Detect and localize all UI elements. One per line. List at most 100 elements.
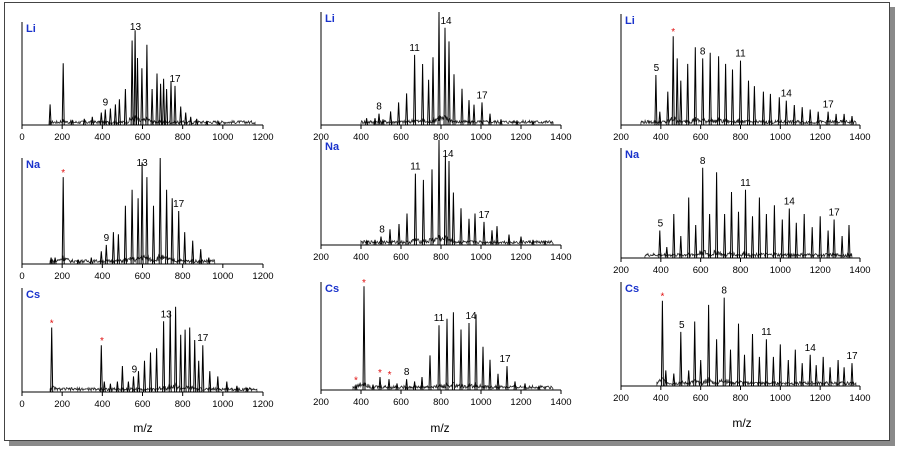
peak [467, 322, 471, 391]
x-tick-label: 1000 [770, 393, 791, 404]
peak [488, 359, 492, 391]
peak [165, 88, 169, 126]
baseline-trace [352, 381, 554, 391]
peak [395, 383, 399, 391]
x-tick-label: 1200 [252, 399, 273, 410]
peak [235, 385, 239, 393]
peak [447, 41, 451, 126]
peak [490, 230, 494, 246]
peak [679, 235, 683, 259]
peak [162, 78, 166, 126]
x-tick-label: 200 [313, 252, 329, 263]
x-tick-label: 400 [94, 399, 110, 410]
peak [99, 112, 103, 126]
red-star-marker: * [362, 278, 366, 289]
peak [82, 118, 86, 126]
peak [737, 323, 740, 387]
peak [447, 160, 451, 246]
x-tick-label: 1000 [470, 132, 491, 143]
peak [808, 354, 812, 387]
peak [523, 383, 527, 391]
peak [136, 198, 140, 265]
peak [701, 167, 705, 259]
peak [208, 371, 212, 393]
peak [389, 111, 393, 126]
peak [108, 383, 112, 393]
x-tick-label: 1000 [470, 397, 491, 408]
peak [53, 257, 57, 265]
cluster-size-label: 11 [735, 49, 746, 60]
peak [193, 339, 197, 393]
baseline-trace [644, 249, 853, 259]
peak [818, 216, 822, 259]
peak [179, 334, 183, 393]
cluster-size-label: 8 [404, 367, 410, 378]
peak [543, 240, 547, 246]
x-tick-label: 1200 [510, 397, 531, 408]
peak [826, 230, 830, 259]
cluster-size-label: 17 [846, 351, 858, 362]
peak [373, 239, 377, 246]
peak [675, 58, 679, 126]
red-star-marker: * [61, 168, 65, 179]
peak [140, 162, 144, 265]
peak [445, 318, 449, 391]
peak [850, 116, 854, 126]
peak [752, 86, 756, 126]
peak [245, 387, 249, 393]
x-tick-label: 200 [313, 397, 329, 408]
baseline-trace [360, 115, 554, 125]
peak [365, 118, 369, 126]
cluster-size-label: 11 [434, 313, 445, 324]
peak [467, 100, 471, 126]
peak [481, 346, 485, 391]
red-star-marker: * [100, 336, 104, 347]
x-tick-label: 1000 [770, 265, 791, 276]
x-tick-label: 400 [653, 132, 669, 143]
peak [451, 192, 455, 246]
peak [816, 111, 820, 126]
peak [117, 99, 121, 126]
x-tick-label: 600 [393, 132, 409, 143]
peak [61, 63, 65, 126]
x-tick-label: 200 [54, 132, 70, 143]
peak [371, 384, 375, 391]
peak [679, 331, 683, 387]
x-tick-label: 800 [733, 393, 749, 404]
spectrum-panel-4: 0 200 400 600 800 1000 1200 Na 9 13 17 * [19, 157, 274, 282]
baseline-trace [656, 376, 857, 387]
x-tick-label: 600 [135, 271, 151, 282]
x-tick-label: 0 [19, 132, 24, 143]
peak [842, 367, 846, 387]
x-tick-label: 1400 [550, 252, 571, 263]
peak [70, 119, 74, 126]
peak [694, 224, 698, 259]
peak [99, 251, 103, 265]
peak [531, 119, 535, 126]
peak [747, 80, 750, 126]
x-tick-label: 800 [433, 397, 449, 408]
peak [179, 106, 183, 126]
peak [693, 47, 697, 126]
red-star-marker: * [378, 368, 382, 379]
peak [76, 259, 80, 265]
peak [660, 300, 664, 387]
peak [354, 384, 358, 391]
peak [496, 373, 500, 391]
spectrum-panel-3: 200 400 600 800 1000 1200 1400 Li 5 8 11 14 17 * [613, 14, 871, 143]
peak [671, 36, 675, 126]
peak [123, 205, 127, 265]
peak [800, 107, 804, 126]
peak [130, 189, 134, 265]
x-tick-label: 1200 [810, 265, 831, 276]
peak [847, 224, 851, 259]
peak [772, 205, 776, 259]
peak [751, 333, 754, 387]
x-tick-label: 600 [693, 265, 709, 276]
spectrum-panel-5: 200 400 600 800 1000 1200 1400 Na 8 11 14 17 [313, 139, 572, 263]
cluster-size-label: 14 [465, 311, 477, 322]
peak [405, 379, 409, 391]
peak [707, 304, 711, 387]
ion-label: Li [26, 23, 36, 35]
peak [687, 197, 691, 259]
